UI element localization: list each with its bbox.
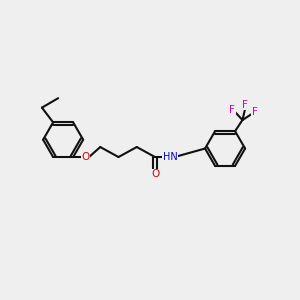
Text: F: F	[252, 107, 258, 117]
Text: F: F	[242, 100, 248, 110]
Text: O: O	[151, 169, 159, 179]
Text: HN: HN	[163, 152, 178, 162]
Text: O: O	[81, 152, 90, 162]
Text: F: F	[229, 105, 235, 115]
